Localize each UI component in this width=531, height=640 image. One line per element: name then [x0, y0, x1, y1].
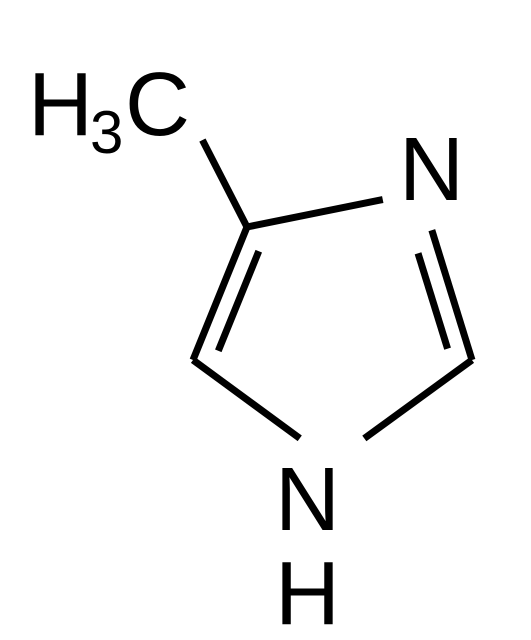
bond-line	[218, 251, 258, 351]
bond-line	[247, 200, 383, 227]
bond-line	[364, 360, 472, 438]
bond-line	[432, 230, 472, 360]
atom-label-C_methyl: 3	[90, 99, 123, 166]
bond-line	[193, 360, 300, 438]
atom-label-C_methyl: H	[28, 55, 93, 155]
bond-line	[202, 140, 247, 227]
atom-label-N3: N	[399, 120, 464, 220]
labels-group: H3CNNH	[28, 55, 464, 640]
atom-label-N1: H	[275, 544, 340, 640]
atom-label-N1: N	[275, 450, 340, 550]
molecule-diagram: H3CNNH	[0, 0, 531, 640]
atom-label-C_methyl: C	[125, 55, 190, 155]
